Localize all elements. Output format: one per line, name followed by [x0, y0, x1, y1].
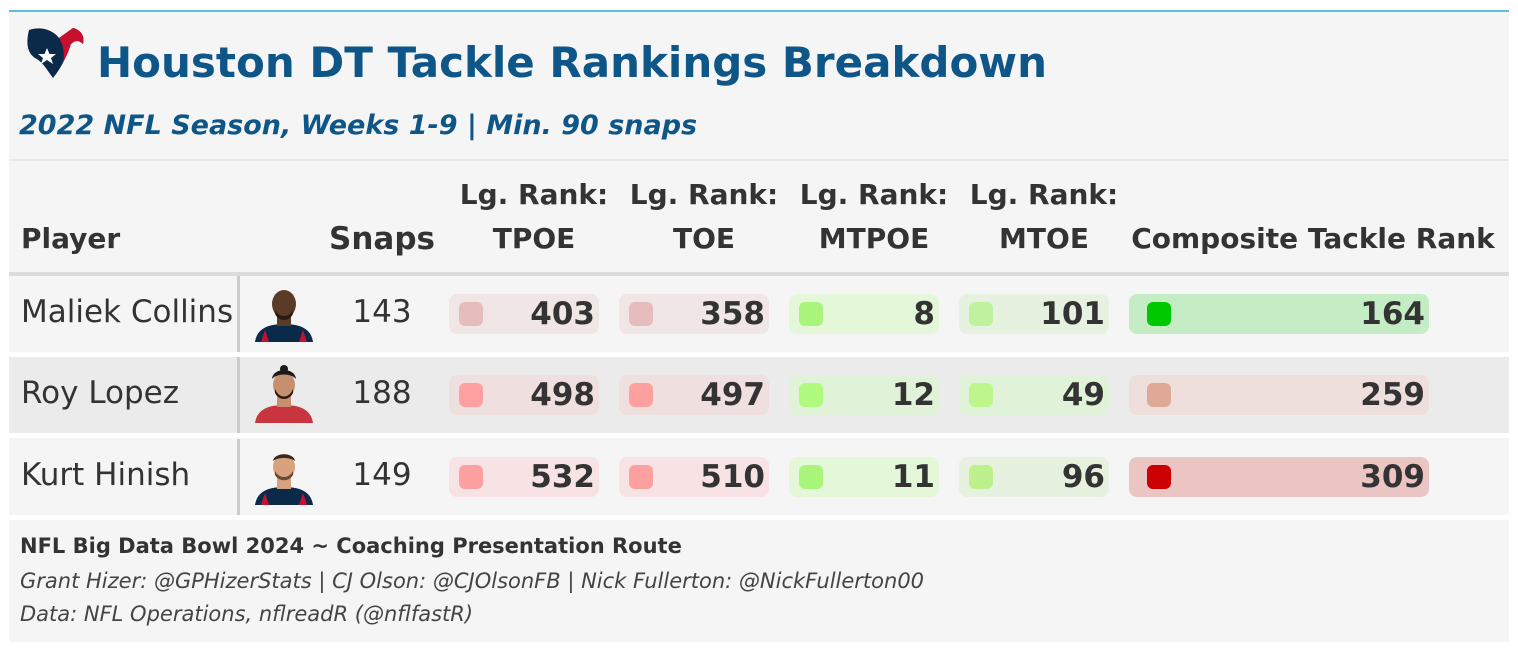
- tpoe-pill: 403: [449, 294, 599, 334]
- column-header-player: Player: [21, 222, 121, 255]
- table-row: Kurt Hinish 149 532 510 11 96: [9, 439, 1509, 515]
- header-rule: [9, 272, 1509, 276]
- row-gap: [9, 433, 1509, 438]
- row-gap: [9, 352, 1509, 357]
- mtpoe-pill: 8: [789, 294, 939, 334]
- footer-source-title: NFL Big Data Bowl 2024 ~ Coaching Presen…: [20, 534, 682, 558]
- toe-pill: 497: [619, 375, 769, 415]
- rank-color-swatch: [799, 465, 823, 489]
- composite-value: 259: [1360, 377, 1425, 413]
- tpoe-value: 532: [530, 459, 595, 495]
- mtpoe-pill: 12: [789, 375, 939, 415]
- column-header-mtoe: Lg. Rank: MTOE: [959, 173, 1129, 261]
- column-header-composite: Composite Tackle Rank: [1131, 222, 1495, 255]
- rank-color-swatch: [1147, 465, 1171, 489]
- mtoe-pill: 96: [959, 457, 1109, 497]
- mtpoe-value: 12: [891, 377, 935, 413]
- player-name: Kurt Hinish: [21, 457, 191, 493]
- footer-data-source: Data: NFL Operations, nflreadR (@nflfast…: [20, 602, 474, 626]
- mtoe-value: 101: [1040, 296, 1105, 332]
- player-name: Roy Lopez: [21, 375, 180, 411]
- page-title: Houston DT Tackle Rankings Breakdown: [97, 38, 1048, 87]
- column-divider: [237, 357, 240, 433]
- snaps-value: 143: [352, 294, 412, 330]
- column-header-label: MTOE: [999, 222, 1089, 255]
- composite-pill: 259: [1129, 375, 1429, 415]
- player-headshot: [255, 365, 313, 423]
- mtpoe-pill: 11: [789, 457, 939, 497]
- tpoe-pill: 532: [449, 457, 599, 497]
- rank-color-swatch: [799, 383, 823, 407]
- rank-color-swatch: [1147, 383, 1171, 407]
- column-header-mtpoe: Lg. Rank: MTPOE: [789, 173, 959, 261]
- mtpoe-value: 11: [891, 459, 935, 495]
- column-header-prefix: Lg. Rank:: [459, 178, 609, 211]
- row-gap: [9, 515, 1509, 520]
- rank-color-swatch: [969, 302, 993, 326]
- tpoe-value: 498: [530, 377, 595, 413]
- mtoe-pill: 49: [959, 375, 1109, 415]
- column-header-toe: Lg. Rank: TOE: [619, 173, 789, 261]
- toe-pill: 510: [619, 457, 769, 497]
- table-row: Roy Lopez 188 498 497 12 49 2: [9, 357, 1509, 433]
- mtoe-value: 96: [1061, 459, 1105, 495]
- page-subtitle: 2022 NFL Season, Weeks 1-9 | Min. 90 sna…: [19, 110, 698, 141]
- column-header-label: MTPOE: [818, 222, 930, 255]
- rank-color-swatch: [799, 302, 823, 326]
- rank-color-swatch: [969, 465, 993, 489]
- column-header-prefix: Lg. Rank:: [629, 178, 779, 211]
- toe-value: 510: [700, 459, 765, 495]
- toe-value: 358: [700, 296, 765, 332]
- player-headshot: [255, 290, 313, 342]
- toe-value: 497: [700, 377, 765, 413]
- rank-color-swatch: [629, 465, 653, 489]
- snaps-value: 188: [352, 375, 412, 411]
- rank-color-swatch: [459, 465, 483, 489]
- column-header-label: TOE: [672, 222, 736, 255]
- composite-pill: 164: [1129, 294, 1429, 334]
- column-header-prefix: Lg. Rank:: [799, 178, 949, 211]
- tpoe-pill: 498: [449, 375, 599, 415]
- composite-value: 164: [1360, 296, 1425, 332]
- header-divider: [9, 159, 1509, 161]
- rank-color-swatch: [969, 383, 993, 407]
- mtpoe-value: 8: [913, 296, 935, 332]
- column-divider: [237, 276, 240, 352]
- toe-pill: 358: [619, 294, 769, 334]
- column-header-prefix: Lg. Rank:: [969, 178, 1119, 211]
- snaps-value: 149: [352, 457, 412, 493]
- mtoe-pill: 101: [959, 294, 1109, 334]
- tpoe-value: 403: [530, 296, 595, 332]
- player-name: Maliek Collins: [21, 294, 234, 330]
- column-header-label: TPOE: [492, 222, 576, 255]
- texans-logo-icon: [27, 28, 84, 78]
- player-headshot: [255, 454, 313, 505]
- rank-color-swatch: [459, 383, 483, 407]
- table-row: Maliek Collins 143 403 358 8 101 164: [9, 276, 1509, 352]
- footer-credits: Grant Hizer: @GPHizerStats | CJ Olson: @…: [20, 569, 925, 593]
- rank-color-swatch: [629, 383, 653, 407]
- rank-color-swatch: [629, 302, 653, 326]
- composite-pill: 309: [1129, 457, 1429, 497]
- column-header-tpoe: Lg. Rank: TPOE: [449, 173, 619, 261]
- column-divider: [237, 439, 240, 515]
- column-header-snaps: Snaps: [329, 221, 435, 257]
- footer: [9, 520, 1509, 642]
- rank-color-swatch: [1147, 302, 1171, 326]
- rank-color-swatch: [459, 302, 483, 326]
- table-card: Houston DT Tackle Rankings Breakdown 202…: [9, 10, 1509, 642]
- composite-value: 309: [1360, 459, 1425, 495]
- mtoe-value: 49: [1061, 377, 1105, 413]
